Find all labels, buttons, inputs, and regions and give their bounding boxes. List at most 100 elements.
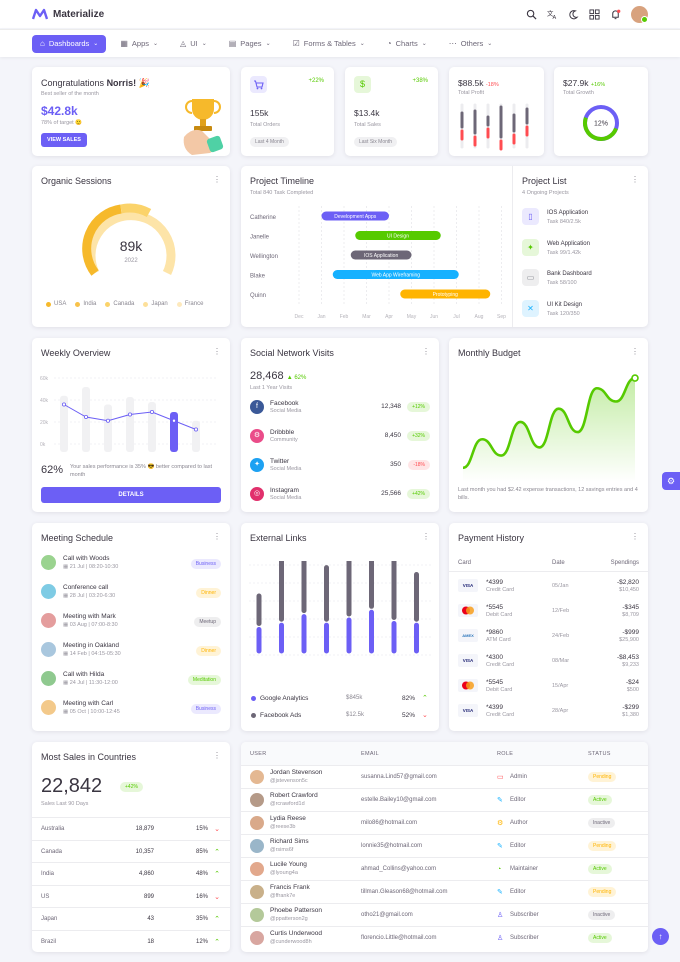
users-table-card: USER EMAIL ROLE STATUS Jordan Stevenson @… bbox=[241, 742, 648, 952]
payment-amount: -$299 bbox=[622, 704, 639, 711]
country-name: US bbox=[41, 893, 50, 900]
scroll-top-button[interactable]: ↑ bbox=[652, 928, 669, 945]
social-name: Twitter bbox=[270, 458, 290, 465]
timeline-bar[interactable] bbox=[321, 211, 390, 221]
countries-change: +42% bbox=[120, 782, 143, 792]
weekly-overview-card: Weekly Overview ⋮ 60k 40k 20k 0k 62% Your s… bbox=[32, 338, 230, 512]
organic-legend: USA India Canada Japan France bbox=[46, 301, 203, 307]
user-avatar[interactable] bbox=[631, 5, 648, 23]
organic-title: Organic Sessions bbox=[41, 176, 112, 186]
table-row[interactable]: Lucile Young @lyoung4a ahmad_Collins@yahoo… bbox=[241, 857, 648, 880]
nav-item-pages[interactable]: ▤ Pages ⌄ bbox=[221, 35, 279, 53]
table-row[interactable]: Lydia Reese @reese3b milo86@hotmail.com ⚙ Au… bbox=[241, 811, 648, 834]
organic-gauge: 89k 2022 bbox=[82, 203, 176, 276]
weekly-chart: 60k 40k 20k 0k bbox=[40, 376, 218, 452]
project-name[interactable]: Bank Dashboard bbox=[547, 271, 592, 277]
more-icon[interactable]: ⋮ bbox=[213, 532, 221, 541]
nav-item-apps[interactable]: ▦ Apps ⌄ bbox=[112, 35, 166, 53]
y-tick: 0k bbox=[40, 442, 46, 448]
chevron-down-icon: ⌄ bbox=[153, 41, 159, 47]
growth-donut: 12% bbox=[583, 105, 619, 141]
avatar bbox=[250, 793, 264, 807]
nav-item-ui[interactable]: ◬ UI ⌄ bbox=[172, 35, 215, 53]
social-name: Facebook bbox=[270, 400, 299, 407]
search-icon[interactable] bbox=[526, 9, 537, 20]
table-row[interactable]: Phoebe Patterson @ppatterson2g otho21@gmai… bbox=[241, 903, 648, 926]
social-type: Community bbox=[270, 437, 298, 443]
total-sales-card: $ +38% $13.4k Total Sales Last Six Month bbox=[345, 67, 438, 156]
project-task: Task 840/2.5k bbox=[547, 219, 581, 225]
chevron-down-icon: ⌄ bbox=[487, 41, 493, 47]
user-role: Maintainer bbox=[510, 866, 539, 872]
more-icon[interactable]: ⋮ bbox=[213, 175, 221, 184]
table-row[interactable]: Francis Frank @ffrank7e tillman.Gleason68@… bbox=[241, 880, 648, 903]
editor-role-icon: ✎ bbox=[497, 843, 503, 850]
legend-item: Canada bbox=[105, 301, 134, 307]
user-email: milo86@hotmail.com bbox=[361, 820, 418, 826]
status-badge: Pending bbox=[588, 841, 617, 851]
growth-percent: 12% bbox=[594, 121, 608, 128]
more-icon[interactable]: ⋮ bbox=[631, 175, 639, 184]
facebook-icon: f bbox=[250, 400, 264, 414]
project-name[interactable]: UI Kit Design bbox=[547, 301, 583, 308]
details-button[interactable]: DETAILS bbox=[41, 487, 221, 503]
table-row[interactable]: Curtis Underwood @cunderwood8h florencio.L… bbox=[241, 926, 648, 949]
bell-icon[interactable] bbox=[610, 9, 621, 20]
table-row[interactable]: Richard Sims @rsims6f lonnie35@hotmail.com… bbox=[241, 834, 648, 857]
nav-item-dashboards[interactable]: ⌂ Dashboards ⌄ bbox=[32, 34, 107, 53]
dollar-icon: $ bbox=[354, 76, 371, 93]
svg-text:文: 文 bbox=[547, 9, 554, 17]
meeting-time-text: 05 Oct | 10:00-12:45 bbox=[69, 709, 120, 715]
timeline-bar[interactable] bbox=[400, 289, 491, 299]
payment-balance: $25,900 bbox=[619, 637, 639, 643]
apps-grid-icon[interactable] bbox=[589, 8, 600, 20]
more-icon[interactable]: ⋮ bbox=[213, 347, 221, 356]
timeline-bar[interactable] bbox=[332, 270, 459, 279]
translate-icon[interactable]: 文A bbox=[547, 9, 558, 20]
user-email: lonnie35@hotmail.com bbox=[361, 843, 423, 849]
social-change: +32% bbox=[407, 431, 430, 441]
timeline-person: Catherine bbox=[250, 215, 277, 221]
weekly-bar bbox=[82, 387, 90, 452]
user-name: Robert Crawford bbox=[270, 792, 318, 799]
external-percent: 52% bbox=[402, 712, 416, 719]
country-percent: 85% bbox=[195, 848, 208, 855]
col-role: ROLE bbox=[497, 750, 514, 757]
view-sales-button[interactable]: VIEW SALES bbox=[41, 133, 87, 147]
timeline-bar[interactable] bbox=[350, 250, 412, 260]
timeline-bar[interactable] bbox=[355, 231, 441, 240]
nav-item-others[interactable]: ⋯ Others ⌄ bbox=[441, 35, 501, 53]
timeline-person: Quinn bbox=[250, 293, 266, 299]
user-handle: @rcrawford1d bbox=[270, 801, 305, 807]
settings-gear-icon[interactable]: ⚙ bbox=[662, 472, 680, 490]
social-name: Instagram bbox=[270, 487, 299, 494]
project-name[interactable]: Web Application bbox=[547, 240, 590, 247]
table-row[interactable]: Jordan Stevenson @jstevenson5c susanna.Lin… bbox=[241, 765, 648, 788]
countries-value: 22,842 bbox=[41, 775, 103, 797]
meeting-time: ▦ 14 Feb | 04:15-05:30 bbox=[63, 651, 121, 657]
organic-year: 2022 bbox=[124, 258, 138, 264]
logo[interactable]: Materialize bbox=[32, 8, 104, 20]
social-name: Dribbble bbox=[270, 429, 295, 436]
social-change: 62% bbox=[294, 375, 307, 381]
avatar bbox=[41, 613, 56, 628]
user-name: Curtis Underwood bbox=[270, 930, 323, 937]
sales-chip: Last Six Month bbox=[354, 137, 398, 147]
table-row: US 899 16% ⌄ bbox=[32, 884, 230, 908]
project-name[interactable]: IOS Application bbox=[547, 210, 589, 216]
nav-item-charts[interactable]: ◔ Charts ⌄ bbox=[379, 35, 435, 53]
user-name: Lydia Reese bbox=[270, 815, 306, 822]
project-timeline-card: Project Timeline Total 840 Task Complete… bbox=[241, 166, 648, 327]
weekly-text: Your sales performance is 35% 😎 better c… bbox=[70, 464, 213, 479]
payment-amount: -$345 bbox=[622, 604, 639, 611]
more-icon[interactable]: ⋮ bbox=[631, 347, 639, 356]
table-row[interactable]: Robert Crawford @rcrawford1d estelle.Baile… bbox=[241, 788, 648, 811]
more-icon[interactable]: ⋮ bbox=[213, 751, 221, 760]
more-icon[interactable]: ⋮ bbox=[422, 347, 430, 356]
y-tick: 20k bbox=[40, 420, 49, 426]
more-icon[interactable]: ⋮ bbox=[422, 532, 430, 541]
moon-icon[interactable] bbox=[568, 9, 579, 20]
user-name: Richard Sims bbox=[270, 838, 309, 845]
nav-item-forms-tables[interactable]: ☑ Forms & Tables ⌄ bbox=[285, 35, 373, 53]
more-icon[interactable]: ⋮ bbox=[631, 532, 639, 541]
